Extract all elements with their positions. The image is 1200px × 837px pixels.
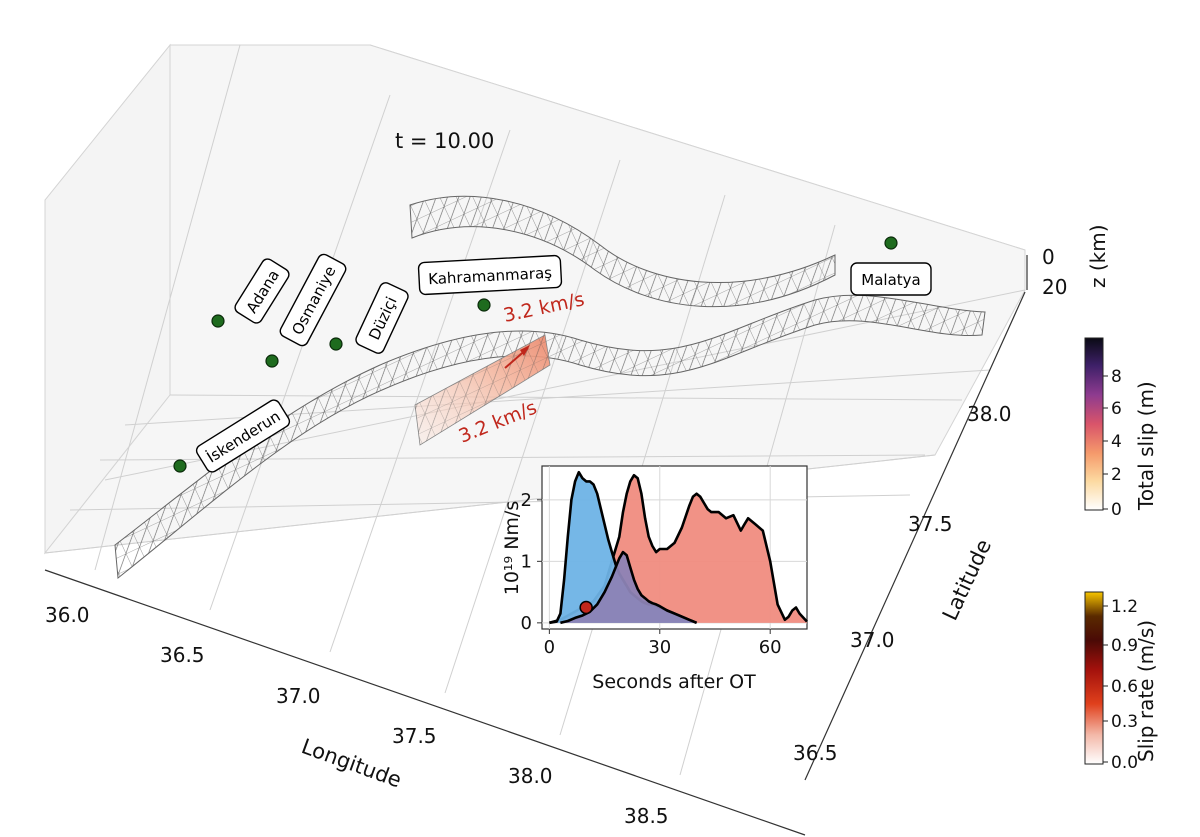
lon-tick-38.5: 38.5 (624, 804, 669, 828)
inset-y-tick-label: 0 (521, 613, 532, 634)
lat-tick-38.0: 38.0 (967, 402, 1012, 426)
lat-tick-37.5: 37.5 (908, 512, 953, 536)
inset-y-tick-label: 1 (521, 551, 532, 572)
city-marker-malatya (884, 236, 898, 250)
inset-x-ticks: 0 30 60 (544, 629, 782, 658)
rate-tick-1.2: 1.2 (1111, 597, 1138, 617)
slip-tick-4: 4 (1111, 432, 1122, 452)
longitude-axis-label: Longitude (298, 734, 404, 792)
rupture-arrow-head (520, 345, 530, 356)
lat-tick-36.5: 36.5 (793, 741, 838, 765)
colorbar-total-slip: 0 2 4 6 8 Total slip (m) (1084, 337, 1158, 520)
time-label: t = 10.00 (395, 129, 494, 153)
slip-rate-label: Slip rate (m/s) (1134, 620, 1158, 762)
lon-tick-37.5: 37.5 (392, 724, 437, 748)
inset-x-axis-label: Seconds after OT (592, 671, 756, 693)
inset-y-tick-label: 2 (521, 490, 532, 511)
southern-fault-mesh (114, 294, 986, 579)
city-marker-iskenderun (173, 459, 187, 473)
slip-tick-0: 0 (1111, 500, 1122, 520)
inset-series-line-0 (549, 473, 808, 625)
lon-tick-38.0: 38.0 (508, 764, 553, 788)
inset-series-area-2 (560, 552, 697, 623)
inset-series (549, 470, 808, 625)
slip-tick-8: 8 (1111, 367, 1122, 387)
slip-patch-grid (415, 335, 550, 445)
total-slip-label: Total slip (m) (1134, 381, 1158, 511)
city-marker-kahramanmaras (477, 298, 491, 312)
depth-tick-0: 0 (1042, 245, 1055, 269)
city-marker-osmaniye (265, 354, 279, 368)
lon-tick-36.5: 36.5 (160, 643, 205, 667)
city-label-kahramanmaras: Kahramanmaraş (417, 254, 563, 296)
depth-axis: 0 20 z (km) (1026, 224, 1110, 299)
depth-tick-20: 20 (1042, 275, 1067, 299)
inset-y-axis-label: 10¹⁹ Nm/s (501, 501, 523, 595)
lat-tick-37.0: 37.0 (850, 628, 895, 652)
inset-current-time-marker (579, 600, 593, 615)
city-marker-duzici (329, 337, 343, 351)
slip-rate-colorbar (1084, 591, 1104, 765)
city-label-malatya: Malatya (850, 262, 932, 296)
inset-x-tick-label: 30 (648, 637, 671, 658)
slip-tick-2: 2 (1111, 465, 1122, 485)
inset-series-area-1 (549, 472, 697, 623)
svg-text:Malatya: Malatya (861, 271, 920, 289)
longitude-axis-line (44, 569, 806, 836)
moment-rate-inset: 0 30 60 0 1 2 Seconds after OT 10¹⁹ Nm/s (501, 465, 808, 693)
fault-meshes (114, 195, 986, 579)
northern-fault-mesh (409, 195, 836, 308)
lon-tick-36.0: 36.0 (45, 603, 90, 627)
total-slip-colorbar (1084, 337, 1104, 511)
latitude-axis-line (804, 291, 1026, 781)
city-labels: Adana Osmaniye Düziçi Kahramanmaraş Mala… (195, 253, 932, 473)
colorbar-slip-rate: 0.0 0.3 0.6 0.9 1.2 Slip rate (m/s) (1084, 591, 1158, 773)
inset-y-ticks: 0 1 2 (521, 490, 542, 634)
depth-axis-label: z (km) (1086, 224, 1110, 288)
latitude-axis-label: Latitude (938, 536, 996, 624)
lon-tick-37.0: 37.0 (276, 684, 321, 708)
slip-tick-6: 6 (1111, 399, 1122, 419)
rate-tick-0.9: 0.9 (1111, 636, 1138, 656)
inset-x-tick-label: 60 (759, 637, 782, 658)
rate-tick-0.3: 0.3 (1111, 712, 1138, 732)
inset-x-tick-label: 0 (544, 637, 555, 658)
rate-tick-0.0: 0.0 (1111, 753, 1138, 773)
city-marker-adana (211, 314, 225, 328)
city-markers (173, 236, 898, 473)
rate-tick-0.6: 0.6 (1111, 677, 1138, 697)
